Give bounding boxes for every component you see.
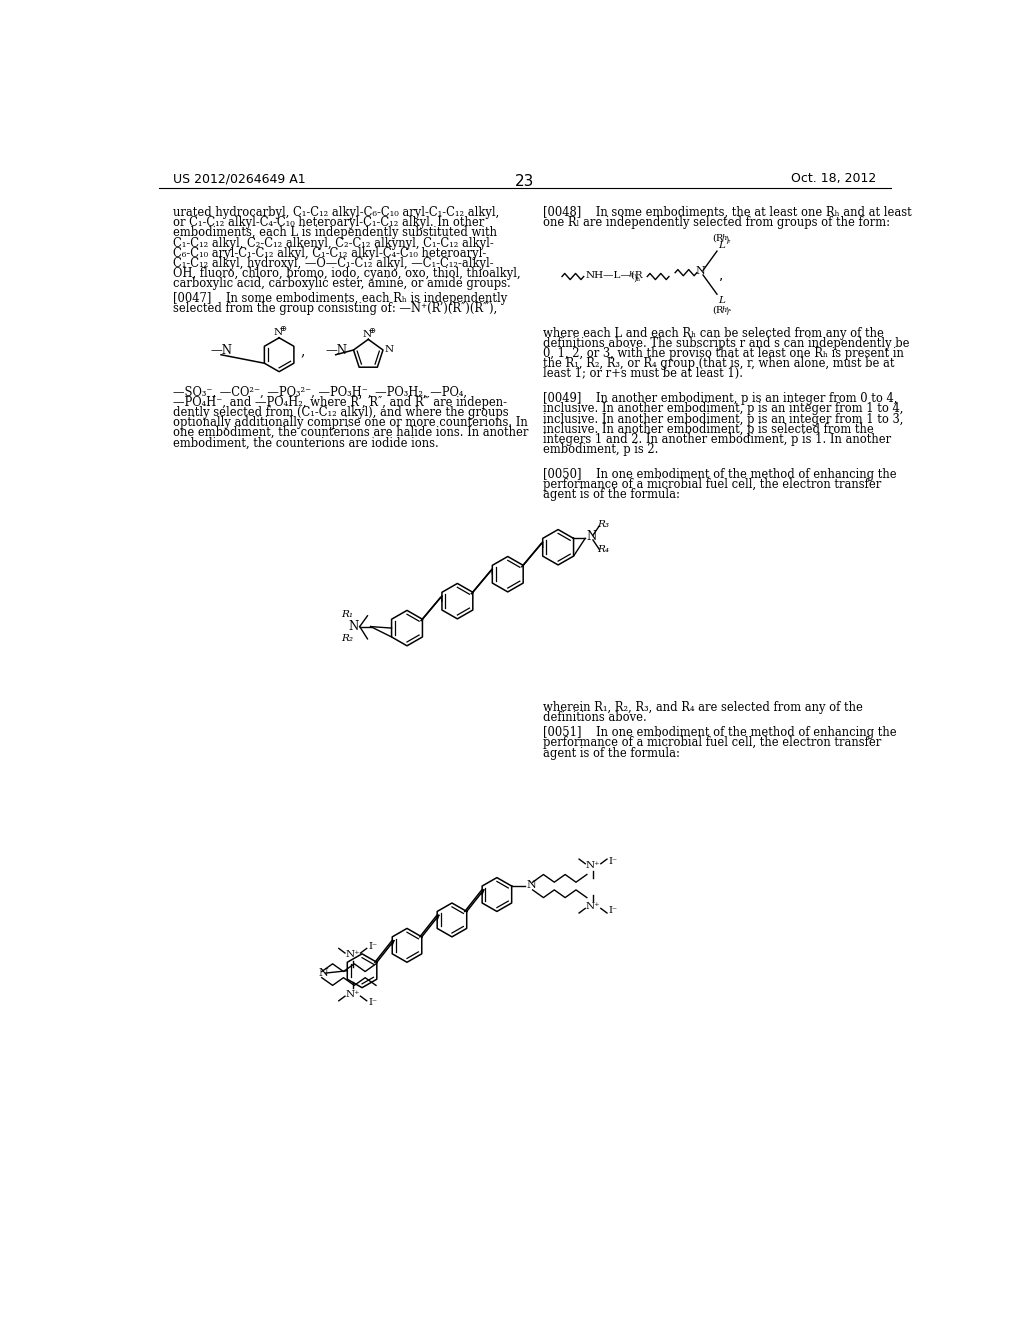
Text: the R₁, R₂, R₃, or R₄ group (that is, r, when alone, must be at: the R₁, R₂, R₃, or R₄ group (that is, r,…	[543, 358, 894, 370]
Text: definitions above. The subscripts r and s can independently be: definitions above. The subscripts r and …	[543, 337, 909, 350]
Text: [0048]    In some embodiments, the at least one Rₕ and at least: [0048] In some embodiments, the at least…	[543, 206, 911, 219]
Text: inclusive. In another embodiment, p is selected from the: inclusive. In another embodiment, p is s…	[543, 422, 873, 436]
Text: h: h	[722, 306, 727, 314]
Text: C₁-C₁₂ alkyl, hydroxyl, —O—C₁-C₁₂ alkyl, —C₁-C₁₂-alkyl-: C₁-C₁₂ alkyl, hydroxyl, —O—C₁-C₁₂ alkyl,…	[173, 257, 494, 271]
Text: performance of a microbial fuel cell, the electron transfer: performance of a microbial fuel cell, th…	[543, 478, 881, 491]
Text: [0051]    In one embodiment of the method of enhancing the: [0051] In one embodiment of the method o…	[543, 726, 896, 739]
Text: R₄: R₄	[598, 545, 609, 553]
Text: Oct. 18, 2012: Oct. 18, 2012	[792, 173, 877, 185]
Text: definitions above.: definitions above.	[543, 711, 646, 725]
Text: optionally additionally comprise one or more counterions. In: optionally additionally comprise one or …	[173, 416, 527, 429]
Text: NH—L—(R: NH—L—(R	[586, 271, 643, 280]
Text: urated hydrocarbyl, C₁-C₁₂ alkyl-C₆-C₁₀ aryl-C₁-C₁₂ alkyl,: urated hydrocarbyl, C₁-C₁₂ alkyl-C₆-C₁₀ …	[173, 206, 500, 219]
Text: ⊕: ⊕	[369, 326, 376, 335]
Text: I⁻: I⁻	[608, 907, 617, 915]
Text: (R: (R	[713, 234, 724, 243]
Text: or C₁-C₁₂ alkyl-C₄-C₁₀ heteroaryl-C₁-C₁₂ alkyl. In other: or C₁-C₁₂ alkyl-C₄-C₁₀ heteroaryl-C₁-C₁₂…	[173, 216, 484, 230]
Text: one embodiment, the counterions are halide ions. In another: one embodiment, the counterions are hali…	[173, 426, 528, 440]
Text: N: N	[362, 330, 372, 339]
Text: carboxylic acid, carboxylic ester, amine, or amide groups.: carboxylic acid, carboxylic ester, amine…	[173, 277, 511, 290]
Text: ⊕: ⊕	[280, 325, 287, 333]
Text: N: N	[526, 879, 537, 890]
Text: embodiment, the counterions are iodide ions.: embodiment, the counterions are iodide i…	[173, 437, 438, 449]
Text: N⁺: N⁺	[345, 950, 360, 960]
Text: 0, 1, 2, or 3, with the proviso that at least one Rₕ is present in: 0, 1, 2, or 3, with the proviso that at …	[543, 347, 903, 360]
Text: (R: (R	[713, 305, 724, 314]
Text: 23: 23	[515, 174, 535, 189]
Text: wherein R₁, R₂, R₃, and R₄ are selected from any of the: wherein R₁, R₂, R₃, and R₄ are selected …	[543, 701, 862, 714]
Text: N: N	[695, 267, 705, 276]
Text: inclusive. In another embodiment, p is an integer from 1 to 4,: inclusive. In another embodiment, p is a…	[543, 403, 903, 416]
Text: dently selected from (C₁-C₁₂ alkyl), and where the groups: dently selected from (C₁-C₁₂ alkyl), and…	[173, 405, 509, 418]
Text: US 2012/0264649 A1: US 2012/0264649 A1	[173, 173, 305, 185]
Text: )ₙ: )ₙ	[633, 273, 641, 282]
Text: R₁: R₁	[342, 610, 353, 619]
Text: )ᵣ: )ᵣ	[726, 236, 731, 244]
Text: R₂: R₂	[342, 635, 353, 643]
Text: N: N	[587, 531, 597, 544]
Text: [0049]    In another embodiment, p is an integer from 0 to 4,: [0049] In another embodiment, p is an in…	[543, 392, 897, 405]
Text: N: N	[348, 620, 358, 634]
Text: )ˢ: )ˢ	[726, 306, 732, 315]
Text: L: L	[718, 240, 725, 249]
Text: R₃: R₃	[598, 520, 609, 529]
Text: integers 1 and 2. In another embodiment, p is 1. In another: integers 1 and 2. In another embodiment,…	[543, 433, 891, 446]
Text: L: L	[718, 296, 725, 305]
Text: inclusive. In another embodiment, p is an integer from 1 to 3,: inclusive. In another embodiment, p is a…	[543, 413, 903, 425]
Text: embodiment, p is 2.: embodiment, p is 2.	[543, 444, 658, 455]
Text: N⁺: N⁺	[345, 990, 360, 999]
Text: embodiments, each L is independently substituted with: embodiments, each L is independently sub…	[173, 227, 497, 239]
Text: h: h	[722, 234, 727, 242]
Text: N⁺: N⁺	[586, 861, 600, 870]
Text: C₁-C₁₂ alkyl, C₂-C₁₂ alkenyl, C₂-C₁₂ alkynyl, C₁-C₁₂ alkyl-: C₁-C₁₂ alkyl, C₂-C₁₂ alkenyl, C₂-C₁₂ alk…	[173, 236, 494, 249]
Text: one Rₗ are independently selected from groups of the form:: one Rₗ are independently selected from g…	[543, 216, 890, 230]
Text: [0047]    In some embodiments, each Rₕ is independently: [0047] In some embodiments, each Rₕ is i…	[173, 292, 507, 305]
Text: N: N	[273, 329, 283, 337]
Text: —N: —N	[210, 345, 232, 358]
Text: I⁻: I⁻	[369, 998, 378, 1007]
Text: ,: ,	[301, 345, 305, 359]
Text: N⁺: N⁺	[586, 903, 600, 911]
Text: selected from the group consisting of: —N⁺(R’)(R″)(R‴),: selected from the group consisting of: —…	[173, 302, 498, 315]
Text: agent is of the formula:: agent is of the formula:	[543, 488, 680, 502]
Text: —SO₃⁻, —CO²⁻, —PO₃²⁻, —PO₃H⁻, —PO₃H₂, —PO₄,: —SO₃⁻, —CO²⁻, —PO₃²⁻, —PO₃H⁻, —PO₃H₂, —P…	[173, 385, 467, 399]
Text: C₆-C₁₀ aryl-C₁-C₁₂ alkyl, C₁-C₁₂ alkyl-C₄-C₁₀ heteroaryl-: C₆-C₁₀ aryl-C₁-C₁₂ alkyl, C₁-C₁₂ alkyl-C…	[173, 247, 486, 260]
Text: OH, fluoro, chloro, bromo, iodo, cyano, oxo, thiol, thioalkyl,: OH, fluoro, chloro, bromo, iodo, cyano, …	[173, 267, 520, 280]
Text: —PO₄H⁻, and —PO₄H₂, where R’, R″, and R‴ are indepen-: —PO₄H⁻, and —PO₄H₂, where R’, R″, and R‴…	[173, 396, 507, 409]
Text: I⁻: I⁻	[369, 942, 378, 952]
Text: N: N	[318, 968, 328, 978]
Text: agent is of the formula:: agent is of the formula:	[543, 747, 680, 759]
Text: [0050]    In one embodiment of the method of enhancing the: [0050] In one embodiment of the method o…	[543, 469, 896, 480]
Text: —N: —N	[326, 345, 347, 358]
Text: N: N	[385, 346, 393, 355]
Text: ,: ,	[719, 268, 724, 282]
Text: I⁻: I⁻	[608, 857, 617, 866]
Text: least 1; or r+s must be at least 1).: least 1; or r+s must be at least 1).	[543, 367, 742, 380]
Text: where each L and each Rₕ can be selected from any of the: where each L and each Rₕ can be selected…	[543, 326, 884, 339]
Text: h: h	[629, 271, 634, 279]
Text: performance of a microbial fuel cell, the electron transfer: performance of a microbial fuel cell, th…	[543, 737, 881, 750]
